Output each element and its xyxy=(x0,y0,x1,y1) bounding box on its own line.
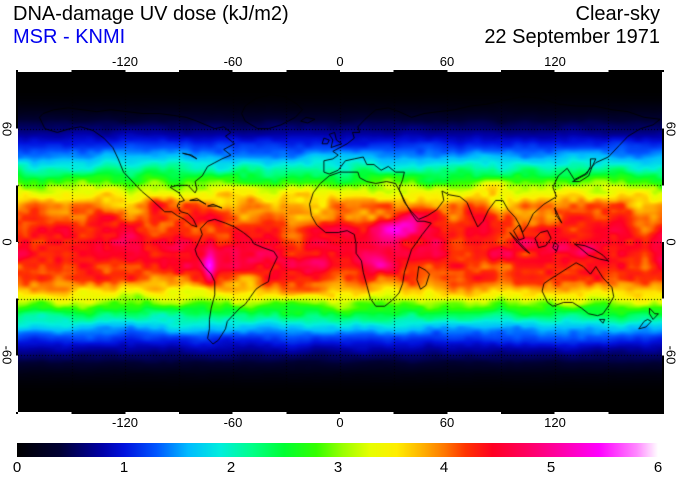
lon-tick-label-top: 0 xyxy=(336,54,344,69)
lat-tick-label-left: -60 xyxy=(0,345,15,365)
lon-tick-label-top: -120 xyxy=(111,54,139,69)
lon-tick-label-bottom: 120 xyxy=(544,415,566,430)
lon-tick-label-top: -60 xyxy=(223,54,243,69)
colorbar-tick-label: 6 xyxy=(653,459,663,476)
lon-tick-label-bottom: -120 xyxy=(111,415,139,430)
page-title: DNA-damage UV dose (kJ/m2) xyxy=(13,3,289,25)
colorbar-tick-label: 1 xyxy=(119,459,129,476)
lat-tick-label-left: 0 xyxy=(0,238,15,246)
world-uv-heatmap xyxy=(18,72,662,412)
lat-tick-label-right: 0 xyxy=(663,238,678,246)
frame-zebra-bottom xyxy=(18,412,662,414)
source-label: MSR - KNMI xyxy=(13,26,126,48)
lon-tick-label-bottom: -60 xyxy=(223,415,243,430)
lon-tick-label-top: 120 xyxy=(544,54,566,69)
frame-zebra-right xyxy=(662,72,664,412)
map-frame xyxy=(16,70,664,414)
colorbar-tick-label: 2 xyxy=(226,459,236,476)
colorbar-tick-label: 0 xyxy=(12,459,22,476)
colorbar-tick-label: 4 xyxy=(439,459,449,476)
colorbar-gradient xyxy=(17,443,658,457)
condition-label: Clear-sky xyxy=(575,3,660,25)
frame-zebra-top xyxy=(18,70,662,72)
frame-zebra-left xyxy=(16,72,18,412)
lat-tick-label-right: 60 xyxy=(663,121,678,137)
lon-tick-label-top: 60 xyxy=(439,54,455,69)
colorbar-tick-label: 3 xyxy=(333,459,343,476)
lon-tick-label-bottom: 60 xyxy=(439,415,455,430)
colorbar-tick-label: 5 xyxy=(546,459,556,476)
lat-tick-label-right: -60 xyxy=(663,345,678,365)
lat-tick-label-left: 60 xyxy=(0,121,15,137)
lon-tick-label-bottom: 0 xyxy=(336,415,344,430)
date-label: 22 September 1971 xyxy=(484,26,660,48)
